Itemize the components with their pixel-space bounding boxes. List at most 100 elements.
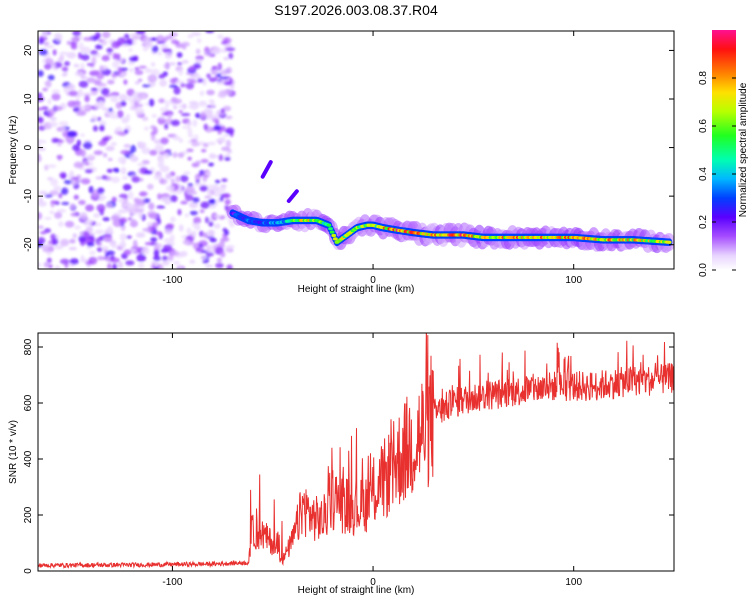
noise-blob [97, 86, 102, 92]
colorbar-tick-label: 0.4 [698, 167, 709, 181]
snr-xtick-label: 100 [565, 577, 582, 588]
noise-blob [117, 110, 124, 119]
noise-blob [141, 147, 151, 155]
noise-blob [66, 40, 72, 46]
noise-blob [206, 188, 211, 196]
noise-blob [211, 65, 218, 70]
noise-blob [110, 257, 120, 263]
ridge-core [666, 240, 672, 244]
noise-blob [118, 217, 128, 224]
noise-blob [185, 186, 195, 193]
noise-blob [208, 204, 216, 209]
noise-blob [158, 73, 166, 79]
noise-blob [142, 198, 151, 204]
noise-blob [83, 36, 93, 42]
noise-blob [221, 89, 232, 95]
noise-blob [221, 186, 226, 193]
noise-blob [122, 183, 132, 191]
noise-blob [194, 173, 201, 181]
noise-blob [46, 164, 57, 169]
noise-blob [138, 262, 145, 269]
noise-blob [101, 175, 108, 180]
noise-blob [134, 81, 140, 85]
noise-blob [45, 57, 54, 65]
noise-blob [125, 113, 131, 122]
noise-blob [92, 70, 101, 74]
noise-blob [60, 187, 69, 195]
noise-blob [142, 46, 149, 52]
noise-blob [152, 126, 158, 135]
noise-blob [74, 99, 81, 108]
noise-blob [96, 72, 105, 80]
noise-blob [163, 63, 171, 69]
noise-blob [170, 119, 181, 127]
noise-blob [151, 113, 157, 119]
spectrogram-xtick-label: 100 [565, 275, 582, 286]
noise-blob [209, 237, 217, 243]
noise-blob [169, 84, 178, 88]
noise-blob [103, 234, 113, 243]
noise-blob [111, 242, 118, 249]
colorbar-tick-label: 0.6 [698, 119, 709, 133]
noise-blob [196, 38, 202, 44]
ridge-core [332, 237, 338, 241]
noise-blob [97, 187, 105, 194]
noise-blob [58, 221, 64, 228]
noise-blob [192, 119, 198, 127]
noise-blob [86, 77, 96, 84]
noise-blob [111, 61, 120, 68]
noise-blob [73, 161, 84, 169]
noise-blob [213, 223, 221, 229]
noise-blob [220, 69, 228, 76]
noise-blob [151, 62, 156, 67]
noise-blob [61, 72, 68, 77]
noise-blob [88, 256, 98, 265]
noise-blob [46, 257, 52, 264]
noise-blob [157, 98, 166, 104]
noise-blob [54, 105, 63, 111]
noise-blob [98, 39, 104, 43]
noise-blob [218, 154, 224, 162]
noise-blob [72, 144, 80, 152]
noise-blob [58, 121, 69, 126]
noise-blob [97, 241, 102, 247]
noise-blob [213, 124, 222, 131]
noise-blob [120, 100, 127, 107]
noise-blob [83, 141, 93, 150]
noise-blob [153, 249, 160, 257]
noise-blob [78, 80, 89, 88]
noise-blob [205, 171, 211, 176]
noise-blob [129, 99, 135, 106]
noise-blob [91, 56, 97, 65]
noise-blob [206, 73, 211, 79]
snr-ylabel: SNR (10 * v/v) [8, 420, 19, 484]
noise-blob [159, 107, 169, 112]
noise-blob [216, 81, 225, 86]
noise-blob [169, 234, 175, 242]
noise-blob [110, 176, 120, 183]
noise-blob [101, 55, 110, 62]
noise-blob [222, 227, 228, 233]
noise-blob [123, 128, 129, 134]
snr-panel: -100 0 100 0 200 400 600 800 Height of straigh… [8, 332, 675, 596]
noise-blob [117, 198, 127, 203]
noise-blob [176, 52, 183, 58]
noise-blob [224, 199, 231, 205]
noise-blob [93, 212, 100, 219]
noise-blob [123, 143, 131, 149]
noise-blob [135, 31, 146, 35]
noise-blob [100, 65, 107, 71]
noise-blob [191, 31, 202, 37]
noise-blob [188, 100, 199, 105]
noise-blob [108, 107, 113, 112]
noise-blob [198, 102, 208, 107]
noise-blob [229, 221, 236, 228]
noise-blob [178, 69, 184, 76]
noise-blob [188, 104, 195, 109]
noise-blob [206, 89, 215, 96]
noise-blob [164, 228, 173, 235]
noise-blob [85, 154, 96, 159]
noise-blob [134, 209, 145, 213]
